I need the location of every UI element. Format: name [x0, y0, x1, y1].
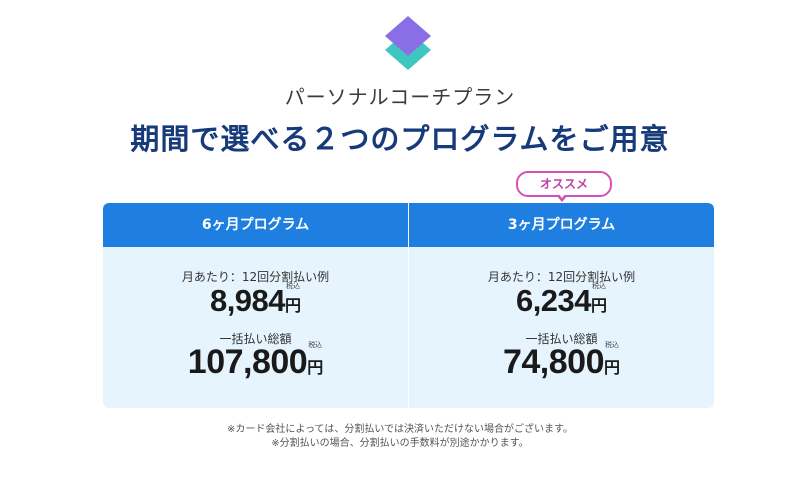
lump-sum-label: 一括払い総額 — [525, 332, 598, 346]
tax-included-label: 税込 — [286, 282, 301, 290]
plan-name: 6ヶ月プログラム — [103, 203, 408, 247]
tax-included-label: 税込 — [604, 341, 619, 349]
lump-sum-price-value: 74,800 — [502, 343, 605, 381]
lump-sum-price: 107,800 税込円 — [103, 341, 408, 382]
currency-yen: 円 — [591, 296, 608, 315]
plan-name: 3ヶ月プログラム — [409, 203, 714, 247]
diamond-logo-icon — [385, 16, 431, 70]
plan-column-6-months: 6ヶ月プログラム 月あたり：12回分割払い例 8,984 税込円 一括払い総額 1… — [103, 203, 408, 408]
column-divider — [408, 203, 409, 408]
plan-comparison-table: 6ヶ月プログラム 月あたり：12回分割払い例 8,984 税込円 一括払い総額 1… — [103, 203, 714, 408]
monthly-label: 月あたり：12回分割払い例 — [487, 270, 636, 284]
monthly-price-value: 8,984 — [209, 283, 286, 318]
page-headline: 期間で選べる２つのプログラムをご用意 — [130, 122, 670, 156]
currency-yen: 円 — [307, 358, 324, 377]
recommended-badge: オススメ — [516, 171, 612, 197]
monthly-price: 8,984 税込円 — [103, 282, 408, 319]
tax-included-label: 税込 — [308, 341, 323, 349]
lump-sum-label: 一括払い総額 — [219, 332, 292, 346]
plan-column-3-months: 3ヶ月プログラム 月あたり：12回分割払い例 6,234 税込円 一括払い総額 7… — [409, 203, 714, 408]
monthly-label: 月あたり：12回分割払い例 — [181, 270, 330, 284]
monthly-price: 6,234 税込円 — [409, 282, 714, 319]
badge-pointer — [556, 193, 568, 202]
lump-sum-price-value: 107,800 — [187, 343, 308, 381]
footnote-installment-fee: ※分割払いの場合、分割払いの手数料が別途かかります。 — [271, 438, 529, 449]
plan-subtitle: パーソナルコーチプラン — [284, 85, 516, 109]
tax-included-label: 税込 — [592, 282, 607, 290]
lump-sum-price: 74,800 税込円 — [409, 341, 714, 382]
currency-yen: 円 — [603, 358, 620, 377]
footnote-card-installment: ※カード会社によっては、分割払いでは決済いただけない場合がございます。 — [226, 424, 574, 435]
currency-yen: 円 — [285, 296, 302, 315]
monthly-price-value: 6,234 — [515, 283, 592, 318]
